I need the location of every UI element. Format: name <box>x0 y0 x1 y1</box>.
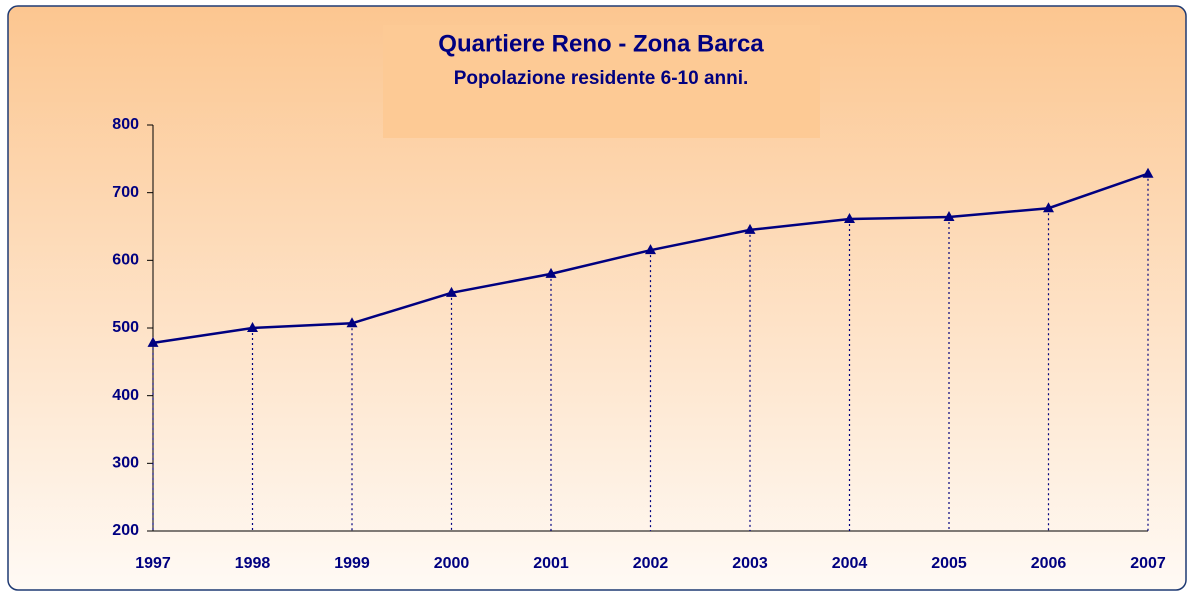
x-tick-label: 2005 <box>931 555 967 572</box>
title-box <box>383 25 820 138</box>
marker <box>1142 167 1154 178</box>
x-tick-label: 1998 <box>235 555 271 572</box>
x-tick-label: 2003 <box>732 555 768 572</box>
x-tick-label: 2004 <box>832 555 868 572</box>
marker <box>446 286 457 297</box>
chart-title: Quartiere Reno - Zona Barca <box>438 30 764 57</box>
marker <box>744 223 756 234</box>
x-tick-label: 2006 <box>1031 555 1067 572</box>
x-tick-label: 1999 <box>334 555 370 572</box>
marker <box>943 211 955 222</box>
x-tick-label: 2000 <box>434 555 470 572</box>
marker <box>346 317 358 328</box>
marker <box>1043 202 1054 213</box>
y-tick-label: 300 <box>112 455 139 472</box>
y-tick-label: 400 <box>112 387 139 404</box>
marker <box>844 213 855 224</box>
y-tick-label: 600 <box>112 252 139 269</box>
x-tick-label: 2001 <box>533 555 569 572</box>
marker <box>147 336 159 347</box>
chart-subtitle: Popolazione residente 6-10 anni. <box>454 68 749 89</box>
marker <box>545 267 557 278</box>
x-tick-label: 2007 <box>1130 555 1166 572</box>
y-tick-label: 200 <box>112 522 139 539</box>
y-tick-label: 700 <box>112 184 139 201</box>
y-tick-label: 800 <box>112 116 139 133</box>
marker <box>247 322 258 332</box>
x-tick-label: 1997 <box>135 555 171 572</box>
chart-background <box>7 5 1187 591</box>
marker <box>645 244 656 255</box>
x-tick-label: 2002 <box>633 555 669 572</box>
y-tick-label: 500 <box>112 319 139 336</box>
